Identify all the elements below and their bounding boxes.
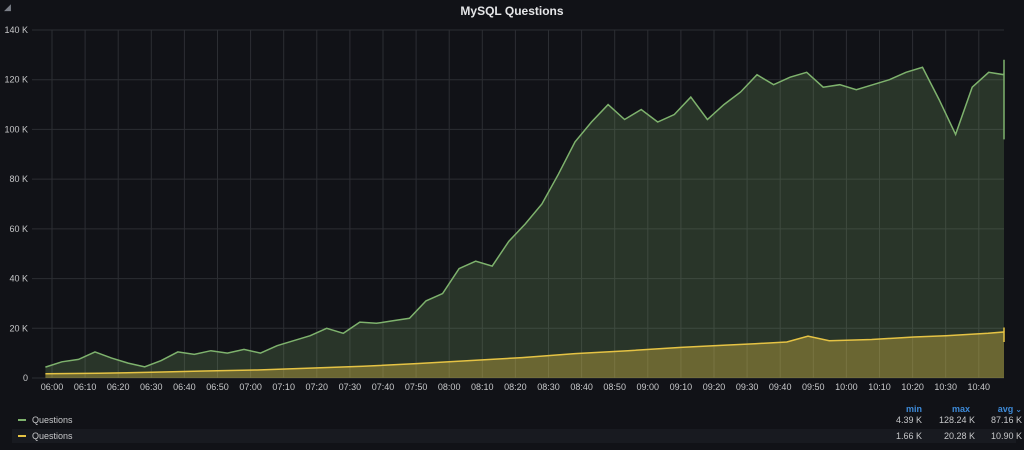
y-tick-label: 60 K: [9, 224, 28, 234]
series-1-area: [45, 327, 1004, 378]
panel-title[interactable]: MySQL Questions: [460, 4, 564, 18]
x-tick-label: 06:50: [206, 382, 229, 392]
series-1-name: Questions: [32, 431, 73, 441]
x-tick-label: 10:00: [835, 382, 858, 392]
x-tick-label: 10:40: [968, 382, 991, 392]
x-tick-label: 08:50: [603, 382, 626, 392]
x-tick-label: 10:30: [934, 382, 957, 392]
x-tick-label: 08:30: [537, 382, 560, 392]
x-tick-label: 07:30: [339, 382, 362, 392]
y-tick-label: 80 K: [9, 174, 28, 184]
series-0-avg: 87.16 K: [990, 415, 1022, 425]
y-tick-label: 20 K: [9, 323, 28, 333]
x-tick-label: 06:10: [74, 382, 97, 392]
y-tick-label: 0: [23, 373, 28, 383]
series-0-name: Questions: [32, 415, 73, 425]
x-tick-label: 09:50: [802, 382, 825, 392]
series-1-avg: 10.90 K: [990, 431, 1022, 441]
x-tick-label: 08:20: [504, 382, 527, 392]
y-tick-label: 140 K: [4, 25, 28, 35]
x-tick-label: 09:40: [769, 382, 792, 392]
x-tick-label: 09:30: [736, 382, 759, 392]
legend-header-min[interactable]: min: [905, 404, 922, 414]
chevron-down-icon: ⌄: [1015, 405, 1022, 414]
x-tick-label: 09:10: [670, 382, 693, 392]
legend-header: min max avg ⌄: [0, 404, 1024, 416]
x-tick-label: 08:10: [471, 382, 494, 392]
x-tick-label: 07:40: [372, 382, 395, 392]
x-tick-label: 08:00: [438, 382, 461, 392]
series-0-area: [45, 59, 1004, 379]
x-tick-label: 09:00: [637, 382, 660, 392]
panel-corner-icon[interactable]: ◢: [4, 2, 11, 12]
x-tick-label: 08:40: [570, 382, 593, 392]
x-tick-label: 07:10: [272, 382, 295, 392]
x-tick-label: 09:20: [703, 382, 726, 392]
legend-row-series-1[interactable]: Questions 1.66 K 20.28 K 10.90 K: [12, 429, 1022, 443]
legend-header-avg-label: avg: [997, 404, 1014, 414]
legend-header-avg[interactable]: avg ⌄: [962, 404, 1022, 414]
series-0-line: [45, 59, 1005, 368]
x-tick-label: 06:30: [140, 382, 163, 392]
legend-header-max[interactable]: max: [951, 404, 970, 414]
legend-table: min max avg ⌄ Questions 4.39 K 128.24 K 8…: [0, 404, 1024, 450]
series-1-swatch: [18, 435, 26, 437]
y-tick-label: 120 K: [4, 75, 28, 85]
series-0-swatch: [18, 419, 26, 421]
x-tick-label: 10:20: [901, 382, 924, 392]
series-0-min: 4.39 K: [895, 415, 922, 425]
x-tick-label: 07:20: [306, 382, 329, 392]
series-1-min: 1.66 K: [895, 431, 922, 441]
x-tick-label: 06:40: [173, 382, 196, 392]
y-tick-label: 100 K: [4, 124, 28, 134]
series-1-line: [45, 327, 1005, 375]
series-1-max: 20.28 K: [943, 431, 975, 441]
x-tick-label: 07:50: [405, 382, 428, 392]
legend-row-series-0[interactable]: Questions 4.39 K 128.24 K 87.16 K: [12, 413, 1022, 427]
x-tick-label: 07:00: [239, 382, 262, 392]
y-tick-label: 40 K: [9, 274, 28, 284]
series-0-max: 128.24 K: [938, 415, 975, 425]
x-tick-label: 10:10: [868, 382, 891, 392]
x-tick-label: 06:00: [41, 382, 64, 392]
area-chart: 0 20 K 40 K 60 K 80 K 100 K 120 K 140 K 06:00 06:…: [4, 25, 1005, 392]
x-tick-label: 06:20: [107, 382, 130, 392]
